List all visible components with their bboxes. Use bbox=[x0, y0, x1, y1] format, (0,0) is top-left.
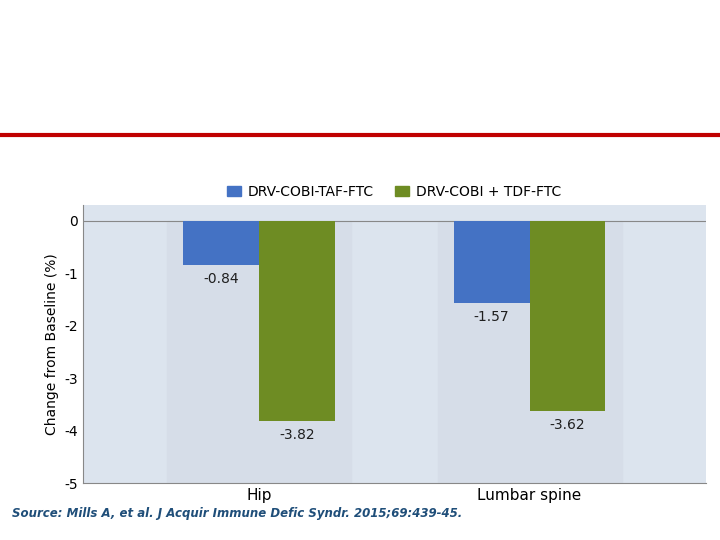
Text: GS-299-0102: Results: GS-299-0102: Results bbox=[18, 80, 323, 104]
Text: -1.57: -1.57 bbox=[474, 310, 510, 324]
Text: -0.84: -0.84 bbox=[203, 272, 239, 286]
Bar bbox=[167, 221, 351, 483]
Y-axis label: Change from Baseline (%): Change from Baseline (%) bbox=[45, 253, 58, 435]
Bar bbox=[183, 221, 258, 265]
Bar bbox=[454, 221, 530, 303]
Text: -3.82: -3.82 bbox=[279, 428, 315, 442]
Bar bbox=[258, 221, 335, 421]
Text: Source: Mills A, et al. J Acquir Immune Defic Syndr. 2015;69:439-45.: Source: Mills A, et al. J Acquir Immune … bbox=[12, 507, 462, 520]
Bar bbox=[530, 221, 606, 411]
Legend: DRV-COBI-TAF-FTC, DRV-COBI + TDF-FTC: DRV-COBI-TAF-FTC, DRV-COBI + TDF-FTC bbox=[222, 179, 567, 204]
Text: DRV-COBI-TAF-FTC versus DRV-COBI plus TDF-FTC: DRV-COBI-TAF-FTC versus DRV-COBI plus TD… bbox=[18, 26, 533, 46]
Text: -3.62: -3.62 bbox=[549, 418, 585, 431]
Bar bbox=[438, 221, 621, 483]
Text: Week 48: Change in Bone Mineral Density: Week 48: Change in Bone Mineral Density bbox=[18, 155, 410, 173]
